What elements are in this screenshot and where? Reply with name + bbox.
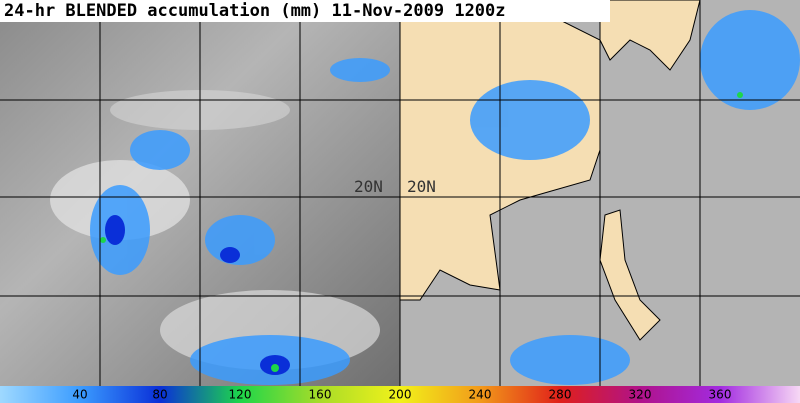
extreme-precipitation <box>100 92 743 372</box>
grid-label: 20N <box>407 177 436 196</box>
colorbar-tick-label: 40 <box>72 388 87 402</box>
grid-label: 20N <box>354 177 383 196</box>
land <box>599 0 701 71</box>
colorbar-tick-label: 160 <box>309 388 332 402</box>
title: 24-hr BLENDED accumulation (mm) 11-Nov-2… <box>4 1 506 21</box>
colorbar-tick-label: 200 <box>389 388 412 402</box>
colorbar-tick-label: 360 <box>709 388 732 402</box>
land <box>599 209 661 341</box>
colorbar-tick-label: 280 <box>549 388 572 402</box>
colorbar-ticks: 40 80 120 160 200 240 280 320 360 <box>72 388 731 402</box>
colorbar-tick-label: 240 <box>469 388 492 402</box>
lat-lon-grid <box>0 0 800 386</box>
title-box <box>0 0 610 22</box>
colorbar-tick-label: 120 <box>229 388 252 402</box>
colorbar-tick-label: 320 <box>629 388 652 402</box>
colorbar-tick-label: 80 <box>152 388 167 402</box>
colorbar <box>0 386 800 403</box>
